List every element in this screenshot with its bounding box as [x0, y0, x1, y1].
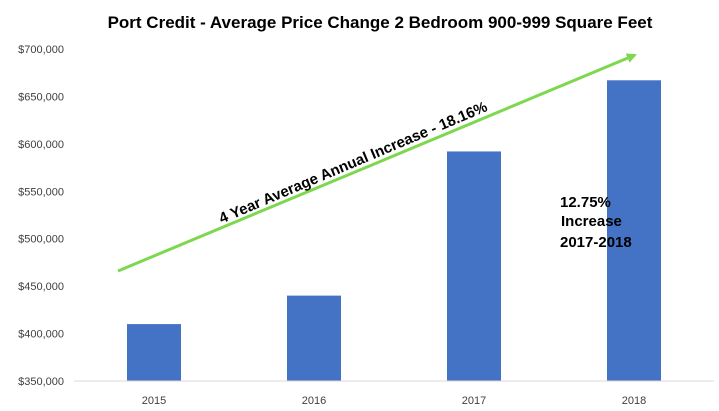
bar-2015 — [127, 324, 181, 381]
x-axis-tick-labels: 2015 2016 2017 2018 — [142, 395, 646, 407]
bar-2017 — [447, 151, 501, 381]
y-axis-tick-label: $700,000 — [18, 44, 64, 56]
y-axis-tick-labels: $350,000 $400,000 $450,000 $500,000 $550,000… — [18, 44, 64, 388]
x-axis-tick-label: 2015 — [142, 395, 166, 407]
trend-arrow — [117, 53, 637, 273]
bar-2016 — [287, 295, 341, 381]
increase-annotation-line-3: 2017-2018 — [560, 234, 632, 251]
increase-annotation-line-1: 12.75% — [560, 194, 611, 211]
y-axis-tick-label: $500,000 — [18, 234, 64, 246]
chart-title: Port Credit - Average Price Change 2 Bed… — [108, 13, 653, 32]
bar-2018 — [607, 80, 661, 381]
x-axis-tick-label: 2017 — [462, 395, 486, 407]
increase-annotation-line-2: Increase — [561, 213, 622, 230]
x-axis-tick-label: 2016 — [302, 395, 326, 407]
y-axis-tick-label: $400,000 — [18, 329, 64, 341]
y-axis-tick-label: $650,000 — [18, 91, 64, 103]
y-axis-tick-label: $450,000 — [18, 281, 64, 293]
y-axis-tick-label: $600,000 — [18, 139, 64, 151]
bars-group — [127, 80, 661, 381]
y-axis-tick-label: $350,000 — [18, 376, 64, 388]
y-axis-tick-label: $550,000 — [18, 186, 64, 198]
x-axis-tick-label: 2018 — [622, 395, 646, 407]
